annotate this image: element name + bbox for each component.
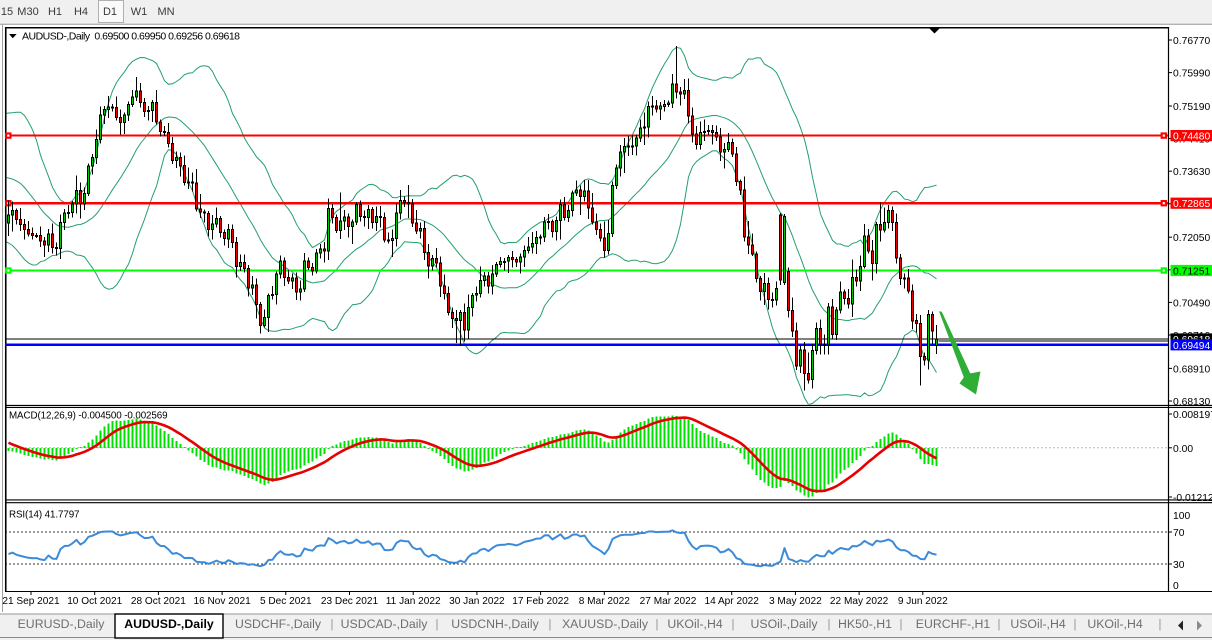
svg-text:XAUUSD-,Daily: XAUUSD-,Daily [562, 617, 649, 631]
svg-text:M30: M30 [17, 6, 38, 18]
svg-text:0.008197: 0.008197 [1173, 410, 1212, 421]
svg-text:21 Sep 2021: 21 Sep 2021 [2, 596, 60, 607]
svg-text:30: 30 [1173, 560, 1185, 571]
svg-text:0.68910: 0.68910 [1173, 364, 1210, 375]
svg-text:0.72050: 0.72050 [1173, 233, 1210, 244]
svg-text:H1: H1 [48, 6, 62, 18]
svg-text:UKOil-,H4: UKOil-,H4 [1087, 617, 1143, 631]
svg-text:|: | [330, 617, 333, 631]
svg-text:0.74480: 0.74480 [1173, 132, 1210, 143]
svg-text:MN: MN [157, 6, 174, 18]
svg-text:70: 70 [1173, 528, 1185, 539]
svg-text:USOil-,Daily: USOil-,Daily [751, 617, 819, 631]
svg-text:|: | [731, 617, 734, 631]
svg-text:0.76770: 0.76770 [1173, 36, 1210, 47]
svg-text:0.71251: 0.71251 [1173, 267, 1210, 278]
svg-text:EURUSD-,Daily: EURUSD-,Daily [18, 617, 106, 631]
svg-text:10 Oct 2021: 10 Oct 2021 [67, 596, 122, 607]
svg-text:17 Feb 2022: 17 Feb 2022 [512, 596, 569, 607]
svg-text:|: | [1158, 617, 1161, 631]
svg-text:AUDUSD-,Daily: AUDUSD-,Daily [124, 617, 214, 631]
svg-text:0.75990: 0.75990 [1173, 69, 1210, 80]
svg-text:0.70490: 0.70490 [1173, 298, 1210, 309]
svg-text:EURCHF-,H1: EURCHF-,H1 [916, 617, 991, 631]
svg-text:0.68130: 0.68130 [1173, 397, 1210, 408]
svg-text:16 Nov 2021: 16 Nov 2021 [193, 596, 251, 607]
svg-text:HK50-,H1: HK50-,H1 [838, 617, 892, 631]
svg-text:W1: W1 [131, 6, 148, 18]
svg-text:|: | [997, 617, 1000, 631]
svg-text:0.00: 0.00 [1173, 444, 1193, 455]
svg-text:USDCNH-,Daily: USDCNH-,Daily [451, 617, 539, 631]
svg-text:100: 100 [1173, 511, 1190, 522]
svg-text:UKOil-,H4: UKOil-,H4 [667, 617, 723, 631]
svg-text:0.75190: 0.75190 [1173, 102, 1210, 113]
svg-text:8 Mar 2022: 8 Mar 2022 [579, 596, 630, 607]
svg-text:0.69494: 0.69494 [1173, 341, 1210, 352]
svg-text:|: | [1073, 617, 1076, 631]
svg-text:28 Oct 2021: 28 Oct 2021 [131, 596, 186, 607]
svg-text:AUDUSD-,Daily 0.69500 0.69950: AUDUSD-,Daily 0.69500 0.69950 0.69256 0.… [22, 31, 240, 43]
svg-text:USDCHF-,Daily: USDCHF-,Daily [235, 617, 322, 631]
svg-text:14 Apr 2022: 14 Apr 2022 [704, 596, 759, 607]
svg-text:15: 15 [1, 6, 13, 18]
svg-text:0.73630: 0.73630 [1173, 167, 1210, 178]
svg-text:USDCAD-,Daily: USDCAD-,Daily [341, 617, 429, 631]
svg-text:|: | [435, 617, 438, 631]
svg-text:|: | [827, 617, 830, 631]
svg-text:|: | [899, 617, 902, 631]
svg-text:23 Dec 2021: 23 Dec 2021 [321, 596, 379, 607]
svg-text:22 May 2022: 22 May 2022 [830, 596, 889, 607]
svg-text:30 Jan 2022: 30 Jan 2022 [449, 596, 505, 607]
svg-text:5 Dec 2021: 5 Dec 2021 [260, 596, 312, 607]
svg-text:RSI(14) 41.7797: RSI(14) 41.7797 [9, 510, 79, 521]
svg-text:11 Jan 2022: 11 Jan 2022 [386, 596, 441, 607]
svg-text:D1: D1 [103, 6, 117, 18]
svg-text:MACD(12,26,9) -0.004500 -0.002: MACD(12,26,9) -0.004500 -0.002569 [9, 411, 167, 422]
svg-text:3 May 2022: 3 May 2022 [769, 596, 822, 607]
svg-text:H4: H4 [74, 6, 88, 18]
svg-text:0: 0 [1173, 581, 1179, 592]
svg-text:|: | [548, 617, 551, 631]
svg-text:0.72865: 0.72865 [1173, 199, 1210, 210]
svg-text:27 Mar 2022: 27 Mar 2022 [640, 596, 697, 607]
svg-text:USOil-,H4: USOil-,H4 [1010, 617, 1066, 631]
svg-text:|: | [655, 617, 658, 631]
svg-text:9 Jun 2022: 9 Jun 2022 [898, 596, 948, 607]
